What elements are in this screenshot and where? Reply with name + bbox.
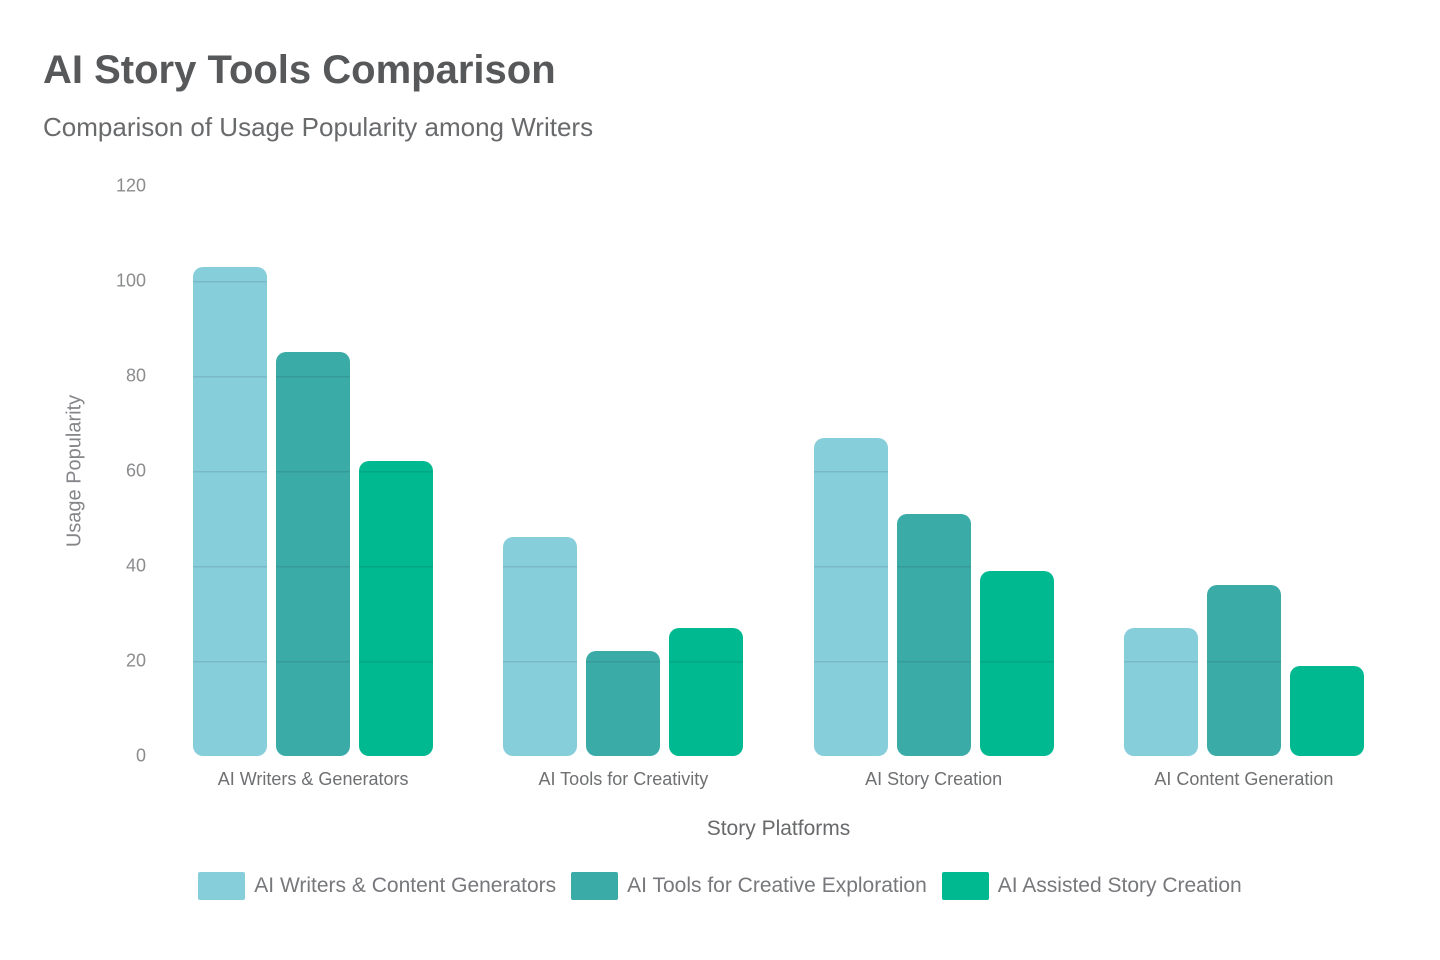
x-axis-category-label: AI Tools for Creativity xyxy=(538,769,709,789)
bar-series-2 xyxy=(586,651,661,756)
category-group xyxy=(468,186,778,756)
legend-item: AI Assisted Story Creation xyxy=(941,872,1242,900)
legend-item: AI Tools for Creative Exploration xyxy=(571,872,927,900)
x-axis-title: Story Platforms xyxy=(706,817,851,840)
legend-swatch xyxy=(198,872,246,900)
bar-series-3 xyxy=(1289,666,1364,756)
legend: AI Writers & Content Generators AI Tools … xyxy=(0,872,1440,900)
x-axis-category-label: AI Story Creation xyxy=(865,769,1003,789)
chart-subtitle: Comparison of Usage Popularity among Wri… xyxy=(43,112,594,142)
bar-series-1 xyxy=(813,438,888,756)
legend-swatch xyxy=(571,872,619,900)
bar-series-1 xyxy=(1123,628,1198,756)
legend-label: AI Tools for Creative Exploration xyxy=(627,874,927,897)
bar-series-3 xyxy=(669,628,744,756)
y-axis-tick-label: 100 xyxy=(115,270,146,291)
chart-title: AI Story Tools Comparison xyxy=(43,48,556,92)
category-group xyxy=(1089,186,1399,756)
legend-swatch xyxy=(941,872,989,900)
y-axis-tick-label: 120 xyxy=(115,175,146,196)
y-axis-tick-label: 0 xyxy=(135,745,146,766)
bar-series-3 xyxy=(979,571,1054,756)
plot-area xyxy=(158,186,1399,756)
x-axis-category-label: AI Content Generation xyxy=(1154,769,1334,789)
y-axis-tick-label: 20 xyxy=(125,650,146,671)
legend-label: AI Assisted Story Creation xyxy=(997,874,1242,897)
x-axis-labels: AI Writers & Generators AI Tools for Crea… xyxy=(158,769,1399,790)
legend-item: AI Writers & Content Generators xyxy=(198,872,556,900)
bar-series-2 xyxy=(276,352,351,756)
category-group xyxy=(158,186,468,756)
bar-series-2 xyxy=(1206,585,1281,756)
y-axis-tick-label: 80 xyxy=(125,365,146,386)
y-axis-tick-label: 60 xyxy=(125,460,146,481)
category-group xyxy=(779,186,1089,756)
y-axis-ticks: 0 20 40 60 80 100 120 xyxy=(0,0,146,960)
y-axis-tick-label: 40 xyxy=(125,555,146,576)
x-axis-category-label: AI Writers & Generators xyxy=(217,769,409,789)
bar-series-3 xyxy=(359,461,434,756)
bar-series-2 xyxy=(896,514,971,756)
legend-label: AI Writers & Content Generators xyxy=(254,874,557,897)
bar-series-1 xyxy=(193,267,268,756)
bar-series-1 xyxy=(503,537,578,756)
